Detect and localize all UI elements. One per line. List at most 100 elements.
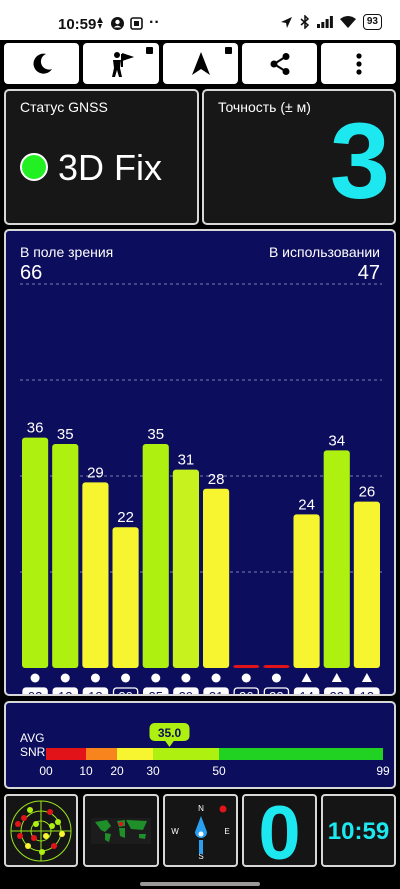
constellation-circle-icon — [241, 673, 251, 683]
screenshot-icon — [130, 16, 143, 30]
compass-widget[interactable]: N E S W — [163, 794, 238, 867]
constellation-circle-icon — [211, 673, 221, 683]
more-vertical-icon — [355, 52, 362, 75]
satellite-bar-12[interactable] — [52, 444, 79, 668]
satellite-id-badge — [143, 687, 169, 694]
constellation-circle-icon — [121, 673, 131, 683]
gnss-status-label: Статус GNSS — [20, 99, 108, 115]
compass-west: W — [171, 827, 179, 836]
constellation-circle-icon — [151, 673, 161, 683]
status-dots: ·· — [149, 14, 160, 31]
satellite-id-label: 02 — [28, 689, 42, 694]
bar-value-label: 24 — [298, 496, 315, 513]
satellite-bar-31[interactable] — [203, 488, 230, 668]
satellite-bar-13[interactable] — [353, 501, 380, 668]
satellite-id-label: 14 — [299, 689, 313, 694]
gnss-status-panel[interactable]: Статус GNSS 3D Fix — [4, 89, 199, 225]
satellite-bar-18[interactable] — [82, 482, 109, 668]
compass-north: N — [198, 804, 204, 813]
constellation-triangle-icon — [301, 673, 312, 682]
avg-label: AVG — [20, 731, 45, 745]
home-indicator[interactable] — [140, 882, 260, 886]
battery-indicator: 93 — [362, 14, 382, 30]
snr-tick-label: 00 — [39, 764, 53, 778]
snr-tick-label: 10 — [79, 764, 93, 778]
gps-test-app: Статус GNSS 3D Fix Точность (± м) 3 В по… — [0, 40, 400, 889]
flag-man-icon — [112, 51, 135, 77]
satellites-count-value: 0 — [258, 794, 301, 867]
bar-value-label: 28 — [208, 471, 225, 488]
share-icon — [270, 52, 289, 75]
satellite-id-badge — [52, 687, 78, 694]
fix-status-indicator — [20, 153, 48, 181]
constellation-triangle-icon — [361, 673, 372, 682]
satellite-id-label: 29 — [179, 689, 193, 694]
satellite-bar-32[interactable] — [263, 665, 290, 668]
clock-widget[interactable]: 10:59 — [321, 794, 396, 867]
snr-average-value: 35.0 — [158, 726, 182, 740]
snr-tick-label: 30 — [146, 764, 160, 778]
snr-average-bubble — [149, 723, 190, 741]
satellite-id-badge — [203, 687, 229, 694]
accuracy-panel[interactable]: Точность (± м) 3 — [202, 89, 396, 225]
constellation-circle-icon — [60, 673, 70, 683]
satellite-id-badge — [324, 687, 350, 694]
satellite-id-badge — [263, 687, 290, 694]
satellite-id-badge — [82, 687, 109, 694]
satellites-count-widget[interactable]: 0 — [242, 794, 317, 867]
in-use-count: 47 — [357, 262, 380, 284]
wifi-icon — [339, 16, 356, 28]
snr-label: SNR — [20, 745, 46, 759]
night-mode-button[interactable] — [4, 43, 79, 84]
accuracy-value: 3 — [329, 100, 390, 221]
bar-value-label: 35 — [147, 426, 164, 443]
account-icon — [111, 16, 124, 30]
share-button[interactable] — [242, 43, 317, 84]
flag-man-button[interactable] — [83, 43, 159, 84]
constellation-circle-icon — [30, 673, 40, 683]
satellite-bar-chart: 36 02 35 12 29 18 22 20 35 25 31 29 28 31 26 32 24 14 34 22… — [20, 283, 382, 694]
satellite-bar-14[interactable] — [293, 514, 320, 668]
bar-value-label: 22 — [117, 509, 134, 526]
bar-value-label: 34 — [328, 432, 345, 449]
bar-value-label: 35 — [57, 426, 74, 443]
signal-icon — [316, 16, 333, 28]
satellite-bar-25[interactable] — [142, 444, 169, 668]
satellite-bar-26[interactable] — [233, 665, 260, 668]
clock-value: 10:59 — [327, 818, 390, 845]
satellite-id-label: 31 — [209, 689, 223, 694]
satellite-bar-20[interactable] — [112, 527, 139, 668]
snr-segment — [153, 748, 219, 760]
location-arrow-icon — [280, 16, 292, 28]
satellite-id-label: 32 — [269, 689, 283, 694]
snr-segment — [46, 748, 86, 760]
radar-icon — [10, 800, 72, 862]
satellite-id-label: 26 — [239, 689, 253, 694]
snr-tick-label: 99 — [376, 764, 390, 778]
satellite-id-label: 22 — [330, 689, 344, 694]
gnss-status-value: 3D Fix — [58, 147, 163, 188]
snr-average-panel[interactable]: AVG SNR 00 10 20 30 50 99 35.0 — [4, 701, 396, 789]
radar-widget[interactable] — [4, 794, 78, 867]
bluetooth-icon — [300, 15, 309, 29]
world-map-widget[interactable] — [83, 794, 159, 867]
satellite-id-label: 20 — [118, 689, 132, 694]
compass-east: E — [224, 827, 229, 836]
in-view-label: В поле зрения — [20, 244, 114, 260]
navigation-arrow-icon — [191, 51, 210, 75]
bar-value-label: 29 — [87, 464, 104, 481]
bar-value-label: 26 — [359, 484, 376, 501]
navigate-button[interactable] — [163, 43, 238, 84]
compass-south: S — [198, 852, 203, 861]
satellite-id-badge — [293, 687, 320, 694]
satellite-bar-02[interactable] — [22, 437, 49, 668]
more-menu-button[interactable] — [321, 43, 396, 84]
snr-tick-label: 20 — [110, 764, 124, 778]
satellite-bar-29[interactable] — [172, 469, 199, 668]
lock-icon — [225, 47, 232, 54]
status-bar: 10:59 ·· 93 — [0, 0, 400, 40]
satellite-id-badge — [173, 687, 199, 694]
satellite-bar-22[interactable] — [323, 450, 350, 668]
satellite-snr-chart-panel[interactable]: В поле зрения 66 В использовании 47 36 02… — [4, 229, 396, 696]
snr-scale: 00 10 20 30 50 99 35.0 — [39, 723, 390, 778]
